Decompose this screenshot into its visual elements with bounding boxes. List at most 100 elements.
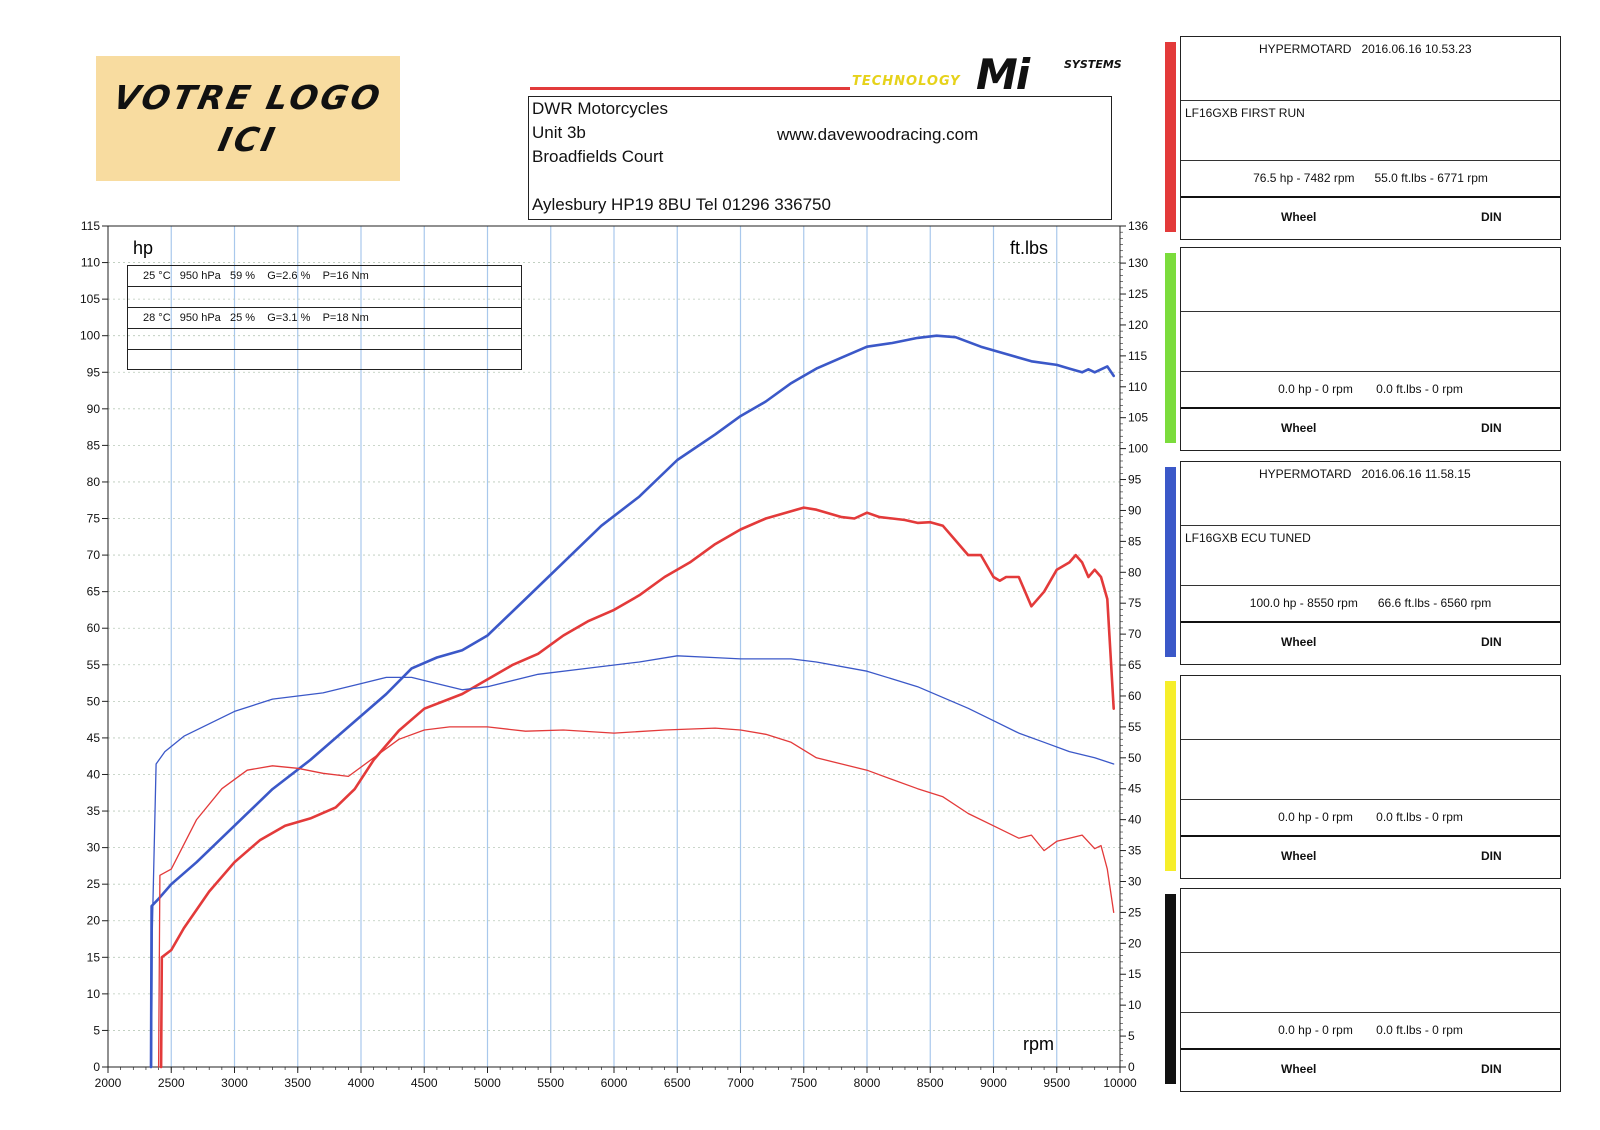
run-card: HYPERMOTARD 2016.06.16 10.53.23 LF16GXB FI…: [1180, 36, 1561, 240]
run-card: 0.0 hp - 0 rpm 0.0 ft.lbs - 0 rpm Wheel DI…: [1180, 888, 1561, 1092]
din-label: DIN: [1481, 1062, 1502, 1076]
run-peak-values: 0.0 hp - 0 rpm 0.0 ft.lbs - 0 rpm: [1278, 810, 1463, 824]
run-card-header: HYPERMOTARD 2016.06.16 10.53.23: [1181, 37, 1560, 101]
x-tick-label: 10000: [1103, 1076, 1137, 1090]
y-tick-label: 55: [87, 658, 101, 672]
conditions-box: 25 °C 950 hPa 59 % G=2.6 % P=16 Nm 28 °C…: [127, 265, 522, 370]
y-tick-label: 10: [87, 987, 101, 1001]
x-tick-label: 9500: [1043, 1076, 1070, 1090]
y2-tick-label: 65: [1128, 658, 1142, 672]
run-card-values-row: 76.5 hp - 7482 rpm 55.0 ft.lbs - 6771 rp…: [1181, 161, 1560, 198]
x-tick-label: 7500: [790, 1076, 817, 1090]
conditions-blank-row: [128, 329, 521, 350]
y-tick-label: 70: [87, 548, 101, 562]
conditions-blank-row: [128, 350, 521, 371]
y-tick-label: 30: [87, 841, 101, 855]
run-card-header: [1181, 676, 1560, 740]
x-tick-label: 6500: [664, 1076, 691, 1090]
x-tick-label: 4500: [411, 1076, 438, 1090]
run-card-footer: Wheel DIN: [1181, 623, 1560, 664]
run-card-footer: Wheel DIN: [1181, 198, 1560, 239]
y-tick-label: 85: [87, 438, 101, 452]
y-tick-label: 35: [87, 804, 101, 818]
address-line-2: Unit 3b: [532, 123, 586, 142]
run-card: 0.0 hp - 0 rpm 0.0 ft.lbs - 0 rpm Wheel DI…: [1180, 247, 1561, 451]
run-timestamp: 2016.06.16 11.58.15: [1361, 467, 1471, 481]
y2-tick-label: 25: [1128, 905, 1142, 919]
run-timestamp: 2016.06.16 10.53.23: [1361, 42, 1472, 56]
run-card-name-row: [1181, 740, 1560, 800]
y-tick-label: 110: [81, 256, 100, 270]
x-tick-label: 9000: [980, 1076, 1007, 1090]
run-color-bar: [1165, 42, 1176, 232]
y2-tick-label: 95: [1128, 473, 1142, 487]
run-peak-values: 0.0 hp - 0 rpm 0.0 ft.lbs - 0 rpm: [1278, 382, 1463, 396]
run-card-values-row: 0.0 hp - 0 rpm 0.0 ft.lbs - 0 rpm: [1181, 372, 1560, 409]
din-label: DIN: [1481, 635, 1502, 649]
address-box: DWR Motorcycles Unit 3b Broadfields Cour…: [528, 96, 1112, 220]
y2-tick-label: 75: [1128, 596, 1142, 610]
y-tick-label: 65: [87, 585, 101, 599]
y2-tick-label: 100: [1128, 442, 1148, 456]
y-tick-label: 100: [80, 329, 100, 343]
run-color-bar: [1165, 681, 1176, 871]
x-tick-label: 5500: [537, 1076, 564, 1090]
din-label: DIN: [1481, 421, 1502, 435]
wheel-label: Wheel: [1281, 1062, 1317, 1076]
address-line-1: DWR Motorcycles: [532, 99, 669, 118]
y-tick-label: 75: [87, 512, 101, 526]
brand-logo-mark: Mi: [976, 50, 1030, 99]
y2-tick-label: 0: [1128, 1060, 1135, 1074]
y-tick-label: 90: [87, 402, 101, 416]
torque-series-line: [157, 726, 1115, 1068]
y-tick-label: 105: [80, 292, 100, 306]
y2-tick-label: 90: [1128, 503, 1142, 517]
x-tick-label: 8500: [917, 1076, 944, 1090]
y2-tick-label: 125: [1128, 287, 1148, 301]
din-label: DIN: [1481, 210, 1502, 224]
run-name: LF16GXB ECU TUNED: [1185, 531, 1311, 545]
run-card-header: HYPERMOTARD 2016.06.16 11.58.15: [1181, 462, 1560, 526]
run-card: HYPERMOTARD 2016.06.16 11.58.15 LF16GXB EC…: [1180, 461, 1561, 665]
y2-tick-label: 50: [1128, 751, 1142, 765]
y-tick-label: 0: [93, 1060, 100, 1074]
brand-systems-text: SYSTEMS: [1064, 58, 1122, 71]
right-axis-label: ft.lbs: [1010, 238, 1048, 258]
x-tick-label: 8000: [854, 1076, 881, 1090]
y2-tick-label: 55: [1128, 720, 1142, 734]
wheel-label: Wheel: [1281, 635, 1317, 649]
y-tick-label: 60: [87, 621, 101, 635]
conditions-run-1: 25 °C 950 hPa 59 % G=2.6 % P=16 Nm: [128, 266, 521, 287]
y2-tick-label: 45: [1128, 782, 1142, 796]
y2-tick-label: 80: [1128, 565, 1142, 579]
x-tick-label: 7000: [727, 1076, 754, 1090]
y2-tick-label: 20: [1128, 936, 1142, 950]
conditions-blank-row: [128, 287, 521, 308]
wheel-label: Wheel: [1281, 421, 1317, 435]
y2-tick-label: 120: [1128, 318, 1148, 332]
y2-tick-label: 60: [1128, 689, 1142, 703]
run-card-header: [1181, 889, 1560, 953]
x-axis-label: rpm: [1023, 1034, 1054, 1054]
run-card-footer: Wheel DIN: [1181, 837, 1560, 878]
x-tick-label: 4000: [348, 1076, 375, 1090]
y-tick-label: 40: [87, 767, 101, 781]
y-tick-label: 25: [87, 877, 101, 891]
y2-tick-label: 5: [1128, 1029, 1135, 1043]
run-card-footer: Wheel DIN: [1181, 409, 1560, 450]
x-tick-label: 3000: [221, 1076, 248, 1090]
run-peak-values: 76.5 hp - 7482 rpm 55.0 ft.lbs - 6771 rp…: [1253, 171, 1488, 185]
address-line-4: Aylesbury HP19 8BU Tel 01296 336750: [532, 195, 831, 214]
run-card-values-row: 0.0 hp - 0 rpm 0.0 ft.lbs - 0 rpm: [1181, 800, 1560, 837]
brand-rule: [530, 87, 850, 90]
y-tick-label: 20: [87, 914, 101, 928]
y-tick-label: 80: [87, 475, 101, 489]
y2-tick-label: 15: [1128, 967, 1142, 981]
conditions-run-2: 28 °C 950 hPa 25 % G=3.1 % P=18 Nm: [128, 308, 521, 329]
x-tick-label: 5000: [474, 1076, 501, 1090]
y-tick-label: 95: [87, 365, 101, 379]
website-text: www.davewoodracing.com: [777, 125, 979, 144]
run-vehicle: HYPERMOTARD: [1259, 467, 1352, 481]
run-color-bar: [1165, 467, 1176, 657]
y2-tick-label: 40: [1128, 813, 1142, 827]
